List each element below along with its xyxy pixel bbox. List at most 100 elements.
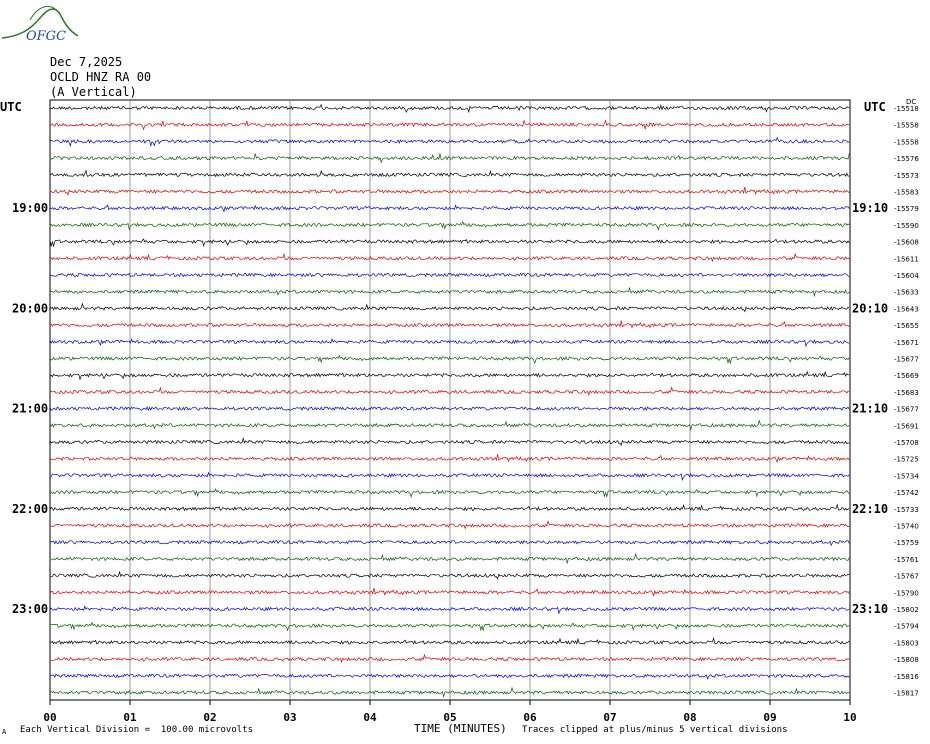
- footer-clip-note: Traces clipped at plus/minus 5 vertical …: [522, 725, 788, 735]
- dc-offset-label: -15579: [894, 205, 919, 213]
- seismic-trace: [49, 605, 850, 615]
- seismic-trace: [49, 587, 850, 597]
- dc-offset-label: -15761: [894, 556, 919, 564]
- seismic-trace: [49, 454, 850, 464]
- right-time-label: 19:10: [852, 201, 888, 215]
- seismic-trace: [49, 169, 850, 178]
- seismic-trace: [49, 539, 850, 547]
- left-utc-label: UTC: [0, 100, 22, 114]
- dc-offset-label: -15802: [894, 606, 919, 614]
- x-tick-label: 01: [123, 711, 137, 724]
- footer-mark: A: [2, 728, 7, 736]
- seismic-trace: [49, 136, 850, 148]
- right-time-label: 21:10: [852, 402, 888, 416]
- left-time-label: 21:00: [12, 402, 48, 416]
- right-time-label: 22:10: [852, 502, 888, 516]
- x-axis-title: TIME (MINUTES): [414, 722, 507, 735]
- seismic-trace: [49, 103, 850, 114]
- dc-offset-label: -15655: [894, 322, 919, 330]
- dc-offset-label: -15643: [894, 305, 919, 313]
- dc-offset-label: -15808: [894, 656, 919, 664]
- left-time-label: 20:00: [12, 301, 48, 315]
- dc-offset-label: -15803: [894, 639, 919, 647]
- seismic-trace: [49, 320, 850, 329]
- seismic-trace: [49, 570, 850, 580]
- x-tick-label: 04: [363, 711, 377, 724]
- footer-scale-note: Each Vertical Division = 100.00 microvol…: [20, 725, 253, 735]
- trace-group: [49, 103, 850, 698]
- x-tick-label: 00: [43, 711, 56, 724]
- dc-header-label: DC: [906, 98, 916, 106]
- dc-offset-label: -15573: [894, 172, 919, 180]
- seismic-trace: [49, 520, 850, 530]
- dc-offset-label: -15633: [894, 289, 919, 297]
- ofgc-logo: OFGC: [1, 5, 79, 44]
- axis-labels: 00 01 02 03 04 05 06 07 08 09 10 -15518 -15558 -15558…: [12, 98, 919, 724]
- seismic-trace: [49, 204, 850, 213]
- seismic-trace: [49, 186, 850, 196]
- right-time-label: 20:10: [852, 301, 888, 315]
- dc-offset-label: -15558: [894, 122, 919, 130]
- seismic-trace: [49, 272, 850, 278]
- dc-offset-label: -15677: [894, 356, 919, 364]
- dc-offset-label: -15590: [894, 222, 919, 230]
- header-station: OCLD HNZ RA 00: [50, 70, 152, 84]
- seismic-trace: [49, 153, 850, 164]
- dc-offset-label: -15759: [894, 539, 919, 547]
- seismic-trace: [49, 437, 850, 447]
- dc-offset-label: -15816: [894, 673, 919, 681]
- seismic-trace: [49, 488, 850, 499]
- dc-offset-label: -15608: [894, 239, 919, 247]
- dc-offset-label: -15576: [894, 155, 919, 163]
- seismic-trace: [49, 686, 850, 698]
- left-time-label: 23:00: [12, 602, 48, 616]
- dc-offset-label: -15558: [894, 138, 919, 146]
- x-tick-label: 08: [683, 711, 696, 724]
- dc-offset-label: -15790: [894, 589, 919, 597]
- seismic-trace: [49, 337, 850, 348]
- dc-offset-label: -15604: [894, 272, 919, 280]
- seismic-trace: [49, 252, 850, 263]
- seismic-trace: [49, 286, 850, 298]
- right-utc-label: UTC: [864, 100, 886, 114]
- x-tick-label: 10: [843, 711, 856, 724]
- header-date: Dec 7,2025: [50, 55, 123, 69]
- dc-offset-label: -15518: [894, 105, 919, 113]
- right-time-label: 23:10: [852, 602, 888, 616]
- dc-offset-label: -15794: [894, 623, 919, 631]
- dc-offset-label: -15817: [894, 690, 919, 698]
- seismic-trace: [49, 471, 850, 481]
- seismic-trace: [49, 119, 850, 131]
- seismic-trace: [49, 637, 850, 645]
- seismic-trace: [49, 238, 850, 248]
- x-tick-label: 07: [603, 711, 616, 724]
- dc-offset-label: -15671: [894, 339, 919, 347]
- seismic-trace: [49, 370, 850, 381]
- header-component: (A Vertical): [50, 85, 137, 99]
- seismic-trace: [49, 621, 850, 632]
- dc-offset-label: -15742: [894, 489, 919, 497]
- dc-offset-label: -15740: [894, 523, 919, 531]
- dc-offset-label: -15611: [894, 255, 919, 263]
- seismic-trace: [49, 302, 850, 313]
- dc-offset-label: -15734: [894, 472, 919, 480]
- dc-offset-label: -15669: [894, 372, 919, 380]
- dc-offset-label: -15677: [894, 406, 919, 414]
- x-tick-label: 03: [283, 711, 296, 724]
- seismic-trace: [49, 419, 850, 431]
- dc-offset-label: -15683: [894, 389, 919, 397]
- dc-offset-label: -15733: [894, 506, 919, 514]
- seismic-trace: [49, 406, 850, 412]
- dc-offset-label: -15583: [894, 189, 919, 197]
- left-time-label: 19:00: [12, 201, 48, 215]
- seismic-trace: [49, 653, 850, 664]
- dc-offset-label: -15708: [894, 439, 919, 447]
- left-time-label: 22:00: [12, 502, 48, 516]
- logo-text: OFGC: [26, 29, 66, 44]
- dc-offset-label: -15691: [894, 422, 919, 430]
- seismic-trace: [49, 552, 850, 565]
- x-tick-label: 05: [443, 711, 456, 724]
- seismic-trace: [49, 503, 850, 512]
- plot-grid: [49, 99, 851, 705]
